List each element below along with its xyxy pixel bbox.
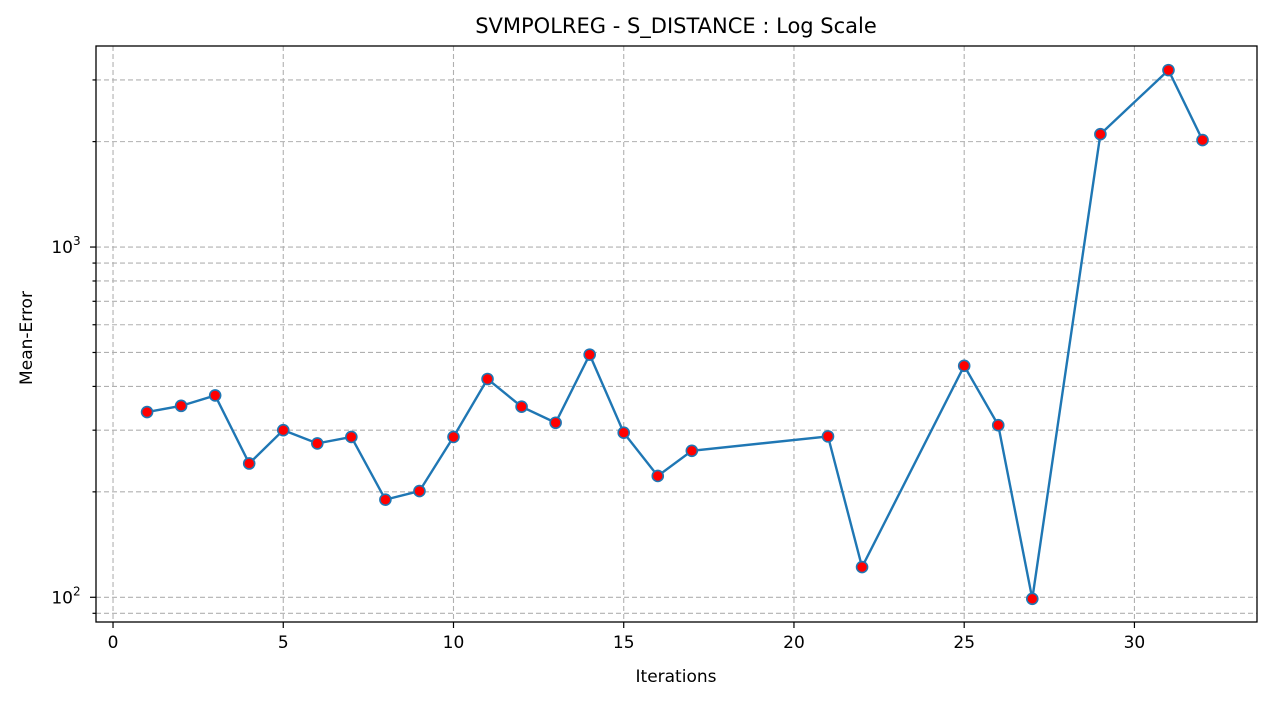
data-point: [447, 430, 460, 444]
data-point: [242, 457, 256, 470]
data-point: [481, 372, 494, 386]
data-point: [651, 469, 665, 483]
data-point: [1162, 63, 1175, 77]
y-tick-exponent: 2: [73, 584, 81, 598]
series-line: [146, 68, 1204, 600]
series-layer: [140, 63, 1209, 606]
data-point: [957, 359, 971, 373]
data-point: [174, 399, 188, 413]
y-tick-label: 103: [51, 234, 80, 258]
y-tick-label: 102: [51, 584, 80, 608]
data-point: [685, 444, 699, 458]
data-point: [821, 430, 835, 443]
grid: [96, 46, 1257, 622]
x-axis: 0 5 10 15 20 25 30: [108, 622, 1146, 653]
data-point: [345, 430, 358, 444]
data-point: [413, 484, 426, 498]
data-point: [617, 426, 631, 440]
data-point: [515, 400, 528, 414]
x-tick-label: 25: [953, 633, 975, 653]
x-axis-label: Iterations: [636, 667, 717, 687]
x-tick-label: 15: [613, 633, 635, 653]
data-point: [549, 416, 562, 430]
y-tick-exponent: 3: [73, 234, 81, 248]
y-axis-label: Mean-Error: [17, 291, 37, 385]
data-point: [208, 389, 222, 402]
data-point: [1025, 592, 1039, 606]
x-tick-label: 0: [108, 633, 119, 653]
y-tick-base: 10: [51, 588, 73, 608]
data-point: [991, 418, 1005, 432]
x-tick-label: 20: [783, 633, 805, 653]
plot-frame: [95, 45, 1258, 623]
data-point: [583, 348, 596, 361]
data-point: [311, 437, 324, 450]
data-point: [1196, 133, 1209, 147]
x-tick-label: 30: [1124, 633, 1146, 653]
x-tick-label: 10: [443, 633, 465, 653]
data-point: [276, 423, 290, 437]
data-point: [379, 493, 392, 506]
data-point: [140, 405, 154, 419]
chart-title: SVMPOLREG - S_DISTANCE : Log Scale: [475, 14, 877, 39]
data-point: [855, 560, 869, 574]
data-point: [1094, 127, 1107, 141]
x-tick-label: 5: [278, 633, 289, 653]
y-tick-base: 10: [51, 238, 73, 258]
